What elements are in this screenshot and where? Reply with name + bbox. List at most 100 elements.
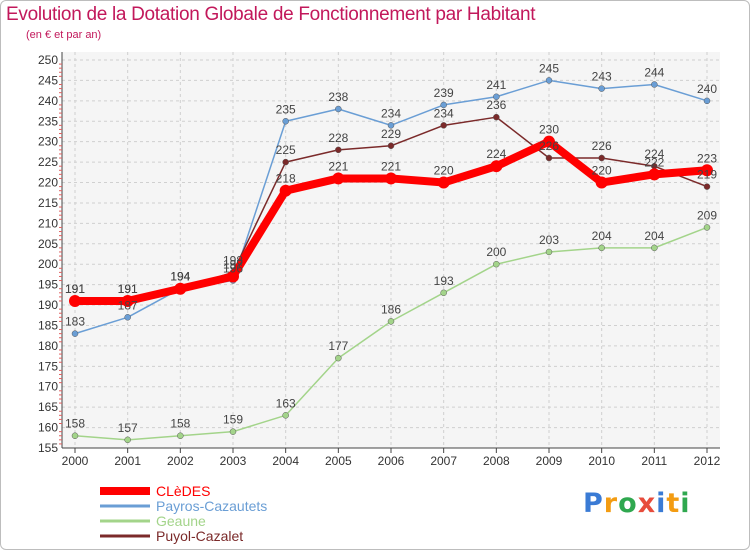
x-tick-label: 2004 (272, 454, 299, 468)
y-tick-label: 190 (38, 298, 58, 312)
data-label: 163 (276, 396, 296, 410)
y-tick-label: 205 (38, 237, 58, 251)
data-label: 183 (65, 315, 85, 329)
data-point (177, 432, 184, 439)
legend-label: Geaune (156, 513, 206, 529)
legend-label: Payros-Cazautets (156, 498, 267, 514)
data-label: 221 (328, 159, 348, 173)
data-point (174, 282, 187, 295)
logo-letter: P (583, 488, 604, 519)
y-tick-label: 170 (38, 380, 58, 394)
data-label: 229 (381, 127, 401, 141)
x-tick-label: 2012 (694, 454, 721, 468)
y-tick-label: 155 (38, 441, 58, 455)
data-point (279, 184, 292, 197)
y-tick-label: 175 (38, 359, 58, 373)
data-label: 236 (486, 98, 506, 112)
y-tick-label: 235 (38, 114, 58, 128)
data-point (335, 146, 342, 154)
data-point (598, 85, 605, 92)
data-label: 209 (697, 208, 717, 222)
data-label: 244 (644, 66, 664, 80)
x-tick-label: 2001 (114, 454, 141, 468)
data-label: 193 (434, 274, 454, 288)
y-tick-label: 160 (38, 421, 58, 435)
data-label: 157 (118, 421, 138, 435)
data-label: 230 (539, 123, 559, 137)
logo-letter: o (618, 488, 638, 519)
data-point (440, 101, 447, 109)
data-point (490, 160, 503, 173)
data-label: 203 (539, 233, 559, 247)
data-label: 223 (697, 151, 717, 165)
data-label: 198 (223, 253, 243, 267)
x-tick-label: 2008 (483, 454, 510, 468)
y-tick-label: 225 (38, 155, 58, 169)
x-tick-label: 2011 (641, 454, 667, 468)
y-tick-label: 210 (38, 216, 58, 230)
data-point (493, 260, 500, 268)
y-tick-label: 195 (38, 278, 58, 292)
data-label: 241 (486, 78, 506, 92)
y-tick-label: 185 (38, 318, 58, 332)
data-point (598, 244, 605, 252)
y-tick-label: 220 (38, 176, 58, 190)
x-tick-label: 2010 (588, 454, 615, 468)
logo-letter: i (680, 488, 691, 519)
y-tick-label: 165 (38, 400, 58, 414)
data-label: 191 (65, 282, 85, 296)
x-tick-label: 2000 (62, 454, 89, 468)
data-point (545, 77, 553, 84)
data-point (385, 172, 397, 185)
data-label: 218 (276, 172, 296, 186)
data-label: 158 (65, 417, 85, 431)
data-point (282, 118, 289, 125)
data-point (651, 81, 658, 88)
data-point (71, 330, 79, 337)
x-tick-label: 2009 (536, 454, 563, 468)
y-tick-label: 180 (38, 339, 58, 353)
data-label: 221 (381, 159, 401, 173)
data-label: 194 (170, 270, 190, 284)
data-point (493, 113, 500, 121)
data-label: 186 (381, 302, 401, 316)
data-label: 224 (486, 147, 506, 161)
data-point (543, 135, 555, 148)
data-label: 220 (434, 164, 454, 178)
chart-subtitle: (en € et par an) (26, 29, 102, 41)
data-label: 194 (170, 270, 190, 284)
data-point (493, 93, 500, 101)
data-point (440, 289, 447, 297)
data-point (545, 154, 553, 162)
data-point (701, 164, 713, 177)
data-label: 194 (170, 270, 190, 284)
data-point (124, 314, 131, 321)
data-label: 243 (592, 70, 612, 84)
data-label: 239 (434, 86, 454, 100)
legend-label: CLèDES (156, 483, 210, 499)
data-point (121, 294, 134, 307)
data-label: 234 (381, 106, 401, 120)
data-label: 187 (118, 298, 138, 312)
data-label: 200 (486, 245, 506, 259)
data-label: 219 (697, 168, 717, 182)
data-point (703, 183, 711, 190)
data-point (335, 105, 342, 113)
data-label: 204 (592, 229, 612, 243)
data-label: 159 (223, 413, 243, 427)
y-tick-label: 215 (38, 196, 58, 210)
data-point (545, 248, 553, 256)
data-label: 226 (592, 139, 612, 153)
data-point (703, 97, 711, 105)
chart-title: Evolution de la Dotation Globale de Fonc… (6, 4, 536, 25)
x-tick-label: 2005 (325, 454, 352, 468)
logo-letter: r (603, 488, 619, 519)
y-tick-label: 245 (38, 73, 58, 87)
data-point (648, 168, 661, 181)
data-point (651, 244, 658, 252)
data-point (387, 122, 395, 129)
data-point (332, 172, 345, 185)
data-label: 158 (170, 417, 190, 431)
data-label: 177 (328, 339, 348, 353)
